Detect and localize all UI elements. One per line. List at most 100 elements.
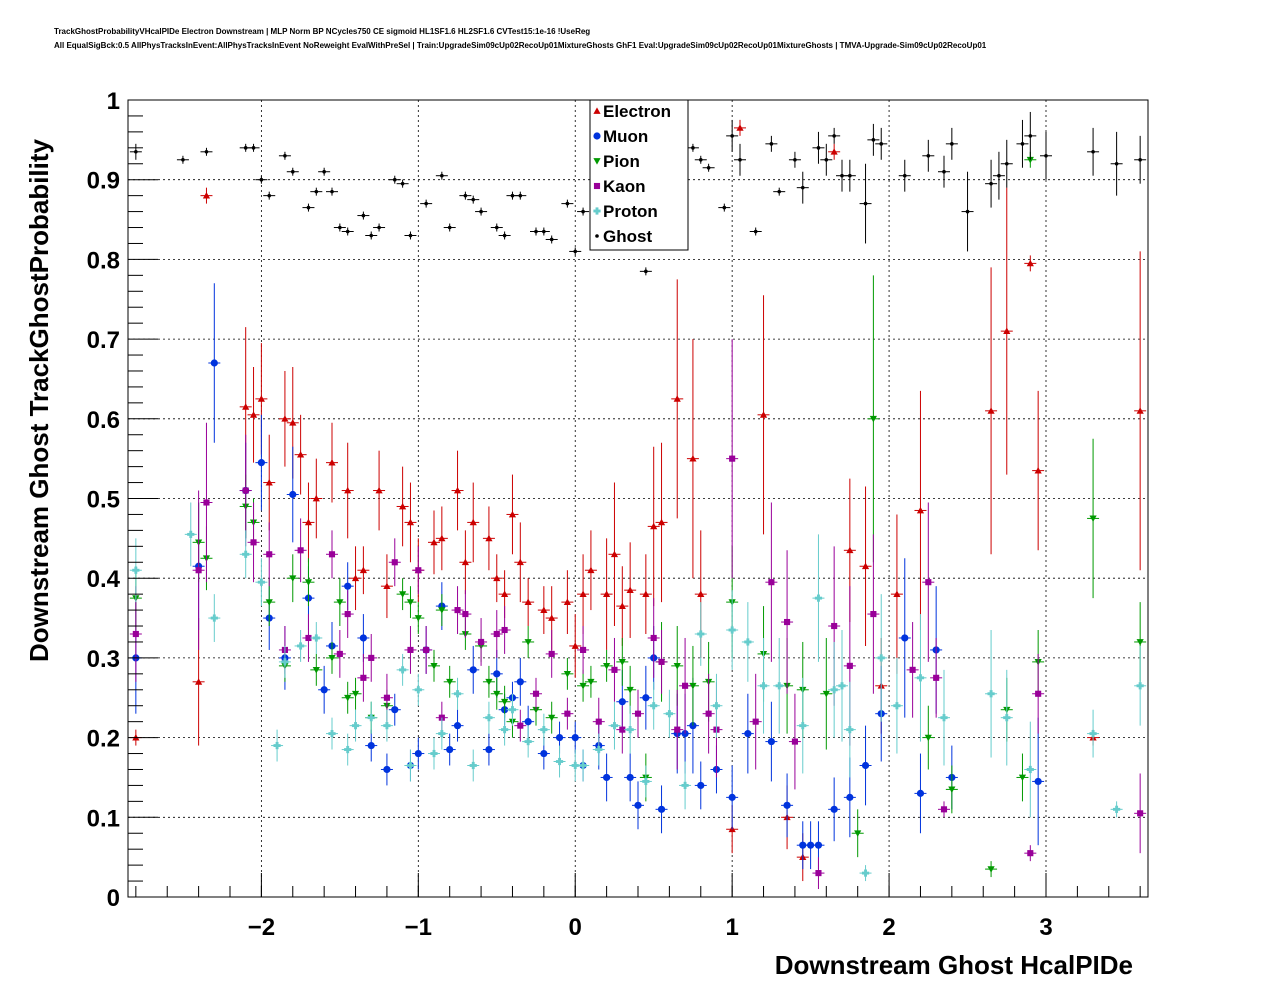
- data-point: [616, 637, 629, 686]
- point-marker: [479, 209, 483, 214]
- point-marker: [563, 670, 571, 678]
- point-marker: [511, 706, 514, 714]
- data-point: [380, 753, 393, 786]
- point-marker: [548, 614, 556, 621]
- point-marker: [1034, 467, 1042, 474]
- point-marker: [259, 177, 264, 182]
- point-marker: [508, 510, 517, 518]
- data-point: [859, 865, 872, 882]
- data-point: [820, 143, 833, 176]
- point-marker: [699, 630, 703, 638]
- series-pion: [129, 151, 1147, 878]
- point-marker: [879, 142, 884, 146]
- data-point: [428, 510, 440, 575]
- data-point: [647, 446, 660, 607]
- data-point: [1087, 438, 1100, 599]
- data-point: [741, 602, 754, 682]
- point-marker: [540, 749, 548, 758]
- data-point: [922, 139, 935, 172]
- point-marker: [532, 690, 540, 697]
- point-marker: [815, 870, 822, 877]
- data-point: [914, 390, 927, 631]
- point-marker: [202, 192, 211, 199]
- point-marker: [354, 722, 357, 730]
- point-marker: [950, 142, 954, 146]
- data-point: [577, 749, 590, 782]
- data-point: [608, 701, 621, 750]
- data-point: [326, 641, 338, 674]
- data-point: [788, 693, 801, 790]
- x-tick-label: −1: [405, 914, 432, 941]
- data-point: [1032, 653, 1045, 734]
- point-marker: [674, 726, 681, 733]
- data-point: [859, 163, 872, 244]
- data-point: [192, 490, 205, 650]
- data-point: [694, 761, 707, 810]
- point-marker: [807, 841, 815, 849]
- data-point: [961, 171, 974, 252]
- data-point: [255, 558, 268, 607]
- data-point: [318, 665, 331, 714]
- data-point: [639, 765, 652, 798]
- data-point: [561, 199, 574, 208]
- point-marker: [563, 598, 571, 605]
- point-marker: [1089, 515, 1097, 523]
- data-point: [326, 422, 338, 503]
- point-marker: [902, 173, 907, 178]
- point-marker: [336, 650, 343, 657]
- point-marker: [344, 611, 351, 618]
- point-marker: [634, 710, 642, 717]
- point-marker: [626, 773, 634, 782]
- point-marker: [134, 566, 138, 574]
- data-point: [569, 721, 582, 754]
- data-point: [428, 737, 440, 770]
- point-marker: [579, 590, 587, 598]
- point-marker: [728, 793, 736, 801]
- point-marker: [430, 662, 438, 670]
- data-point: [263, 578, 276, 627]
- x-tick-label: 2: [882, 914, 895, 941]
- data-point: [734, 143, 746, 176]
- point-marker: [195, 678, 203, 685]
- point-marker: [542, 229, 546, 234]
- point-marker: [1138, 682, 1142, 690]
- point-marker: [942, 169, 946, 174]
- point-marker: [359, 566, 367, 574]
- data-point: [129, 538, 142, 603]
- point-marker: [401, 666, 405, 674]
- point-marker: [864, 869, 867, 877]
- data-point: [388, 538, 401, 587]
- data-point: [843, 681, 856, 778]
- data-point: [945, 127, 958, 160]
- data-point: [781, 550, 794, 694]
- point-marker: [399, 591, 407, 598]
- data-point: [985, 159, 998, 208]
- data-point: [380, 554, 393, 619]
- point-marker: [406, 599, 415, 606]
- point-marker: [948, 786, 956, 794]
- legend-label: Pion: [603, 152, 640, 171]
- point-marker: [463, 193, 468, 198]
- data-point: [278, 151, 291, 160]
- series-ghost: [129, 111, 1147, 276]
- series-proton: [129, 502, 1147, 882]
- data-point: [624, 705, 637, 754]
- data-point: [420, 199, 433, 208]
- point-marker: [667, 710, 671, 718]
- data-point: [435, 717, 448, 750]
- point-marker: [517, 722, 524, 729]
- point-marker: [613, 722, 616, 730]
- data-point: [530, 677, 542, 710]
- data-point: [828, 777, 841, 842]
- data-point: [624, 542, 637, 638]
- point-marker: [432, 749, 436, 758]
- point-marker: [503, 726, 507, 734]
- data-point: [388, 175, 401, 184]
- data-point: [294, 414, 307, 495]
- x-tick-label: 3: [1039, 914, 1052, 941]
- point-marker: [478, 638, 485, 646]
- data-point: [1024, 845, 1037, 862]
- point-marker: [736, 124, 744, 131]
- point-marker: [265, 599, 273, 606]
- point-marker: [642, 694, 650, 702]
